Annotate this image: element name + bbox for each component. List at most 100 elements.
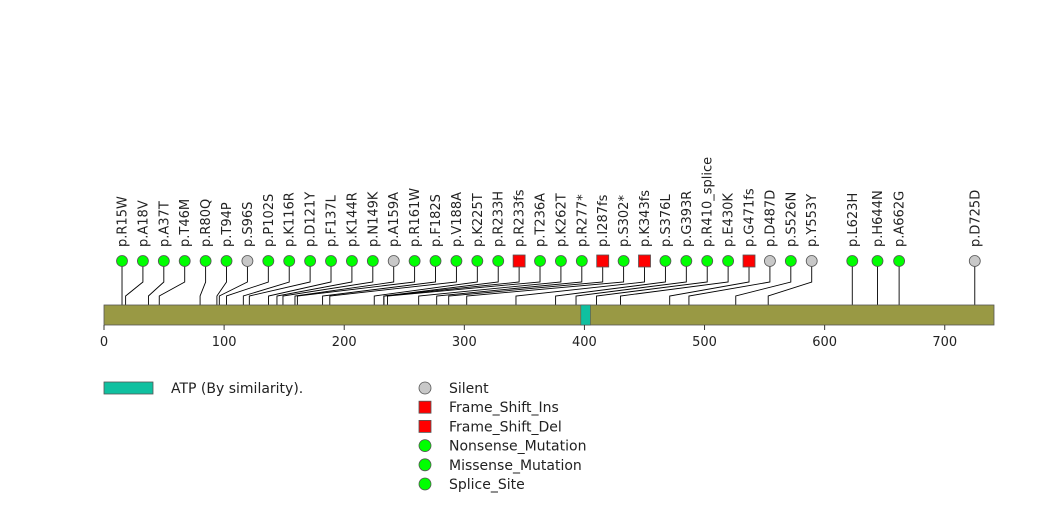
connector-32 <box>735 261 792 305</box>
domain-0 <box>580 304 591 326</box>
axis-tick-label-600: 600 <box>812 335 837 350</box>
protein-backbone <box>103 304 995 326</box>
legend-marker-5 <box>418 477 432 491</box>
legend-marker-0 <box>418 381 432 395</box>
mutation-label-35: p.H644N <box>871 190 886 247</box>
mutation-label-21: p.K262T <box>554 193 569 247</box>
mutation-marker-5 <box>220 255 233 267</box>
mutation-label-15: p.F182S <box>429 194 444 247</box>
legend-label-1: Frame_Shift_Ins <box>449 400 559 416</box>
mutation-marker-11 <box>346 255 358 267</box>
connector-2 <box>147 261 165 305</box>
mutation-marker-9 <box>304 255 317 267</box>
legend-label-5: Splice_Site <box>449 477 525 493</box>
mutation-markers <box>116 254 981 268</box>
mutation-marker-37 <box>968 255 981 267</box>
connector-5 <box>216 261 227 305</box>
mutation-marker-21 <box>555 255 567 267</box>
mutation-marker-30 <box>742 254 756 268</box>
mutation-label-4: p.R80Q <box>199 199 214 247</box>
mutation-label-28: p.R410_splice <box>701 157 716 247</box>
mutation-label-31: p.D487D <box>763 190 778 247</box>
connector-29 <box>620 261 729 305</box>
axis-tick-label-500: 500 <box>692 335 717 350</box>
mutation-label-13: p.A159A <box>387 192 402 247</box>
legend: ATP (By similarity). Silent Frame_Shift_In… <box>103 381 586 493</box>
connector-3 <box>158 261 186 305</box>
mutation-label-32: p.S526N <box>784 192 799 247</box>
protein-domains <box>580 304 591 326</box>
axis-tick-label-100: 100 <box>212 335 237 350</box>
mutation-marker-20 <box>534 255 546 267</box>
legend-marker-1 <box>418 400 432 414</box>
mutation-marker-7 <box>262 255 275 267</box>
mutation-label-5: p.T94P <box>220 202 235 247</box>
mutation-marker-22 <box>575 255 588 267</box>
connector-8 <box>242 261 290 305</box>
connector-14 <box>296 261 416 305</box>
mutation-marker-23 <box>596 254 610 268</box>
connector-27 <box>575 261 687 305</box>
mutation-label-9: p.D121Y <box>304 192 319 247</box>
mutation-marker-15 <box>429 255 442 267</box>
legend-marker-4 <box>418 458 432 472</box>
connector-17 <box>373 261 478 305</box>
connector-16 <box>329 261 457 305</box>
connector-10 <box>268 261 332 305</box>
mutation-label-18: p.R233H <box>492 191 507 247</box>
mutation-marker-3 <box>178 255 191 267</box>
mutation-label-19: p.R233fs <box>513 189 528 247</box>
mutation-marker-6 <box>241 255 254 267</box>
mutation-marker-8 <box>283 255 296 267</box>
axis-tick-label-700: 700 <box>932 335 957 350</box>
mutation-label-12: p.N149K <box>366 191 381 247</box>
connector-7 <box>226 261 269 305</box>
x-axis: 0 100 200 300 400 500 600 700 <box>100 325 957 350</box>
legend-label-3: Nonsense_Mutation <box>449 439 586 455</box>
legend-label-0: Silent <box>449 381 489 397</box>
mutation-label-7: p.P102S <box>262 194 277 247</box>
mutation-label-33: p.Y553Y <box>805 194 820 247</box>
mutation-marker-4 <box>199 255 212 267</box>
mutation-marker-28 <box>701 255 714 267</box>
mutation-labels: p.R15W p.A18V p.A37T p.T46M p.R80Q p.T94P p.S9… <box>116 157 984 247</box>
mutation-label-29: p.E430K <box>722 193 737 247</box>
mutation-marker-10 <box>325 255 337 267</box>
legend-marker-3 <box>418 439 432 453</box>
mutation-marker-31 <box>764 255 776 267</box>
mutation-label-24: p.S302* <box>617 195 632 247</box>
mutation-label-37: p.D725D <box>968 190 983 247</box>
legend-domain-label-0: ATP (By similarity). <box>171 381 303 397</box>
mutation-label-2: p.A37T <box>157 201 172 247</box>
connector-22 <box>436 261 583 305</box>
axis-tick-label-400: 400 <box>572 335 597 350</box>
mutation-marker-19 <box>512 254 526 268</box>
connector-21 <box>418 261 562 305</box>
connector-4 <box>199 261 207 305</box>
mutation-marker-2 <box>157 255 170 267</box>
connector-18 <box>383 261 499 305</box>
connector-28 <box>595 261 708 305</box>
mutation-marker-0 <box>116 255 128 267</box>
mutation-marker-35 <box>871 255 884 267</box>
legend-marker-2 <box>418 419 432 433</box>
connector-25 <box>515 261 645 305</box>
mutation-marker-26 <box>659 255 672 267</box>
mutation-marker-25 <box>638 254 651 268</box>
mutation-label-25: p.K343fs <box>638 190 653 247</box>
mutation-label-16: p.V188A <box>450 192 465 247</box>
mutation-marker-13 <box>387 255 400 267</box>
mutation-marker-36 <box>893 255 906 267</box>
connector-26 <box>555 261 666 305</box>
axis-tick-label-300: 300 <box>452 335 477 350</box>
mutation-marker-27 <box>680 255 693 267</box>
mutation-label-23: p.I287fs <box>596 194 611 247</box>
mutation-marker-14 <box>408 255 421 267</box>
mutation-label-6: p.S96S <box>241 202 256 247</box>
connector-30 <box>669 261 750 305</box>
connector-31 <box>688 261 771 305</box>
connector-1 <box>125 261 144 305</box>
mutation-label-30: p.G471fs <box>743 188 758 247</box>
mutation-marker-32 <box>784 255 797 267</box>
